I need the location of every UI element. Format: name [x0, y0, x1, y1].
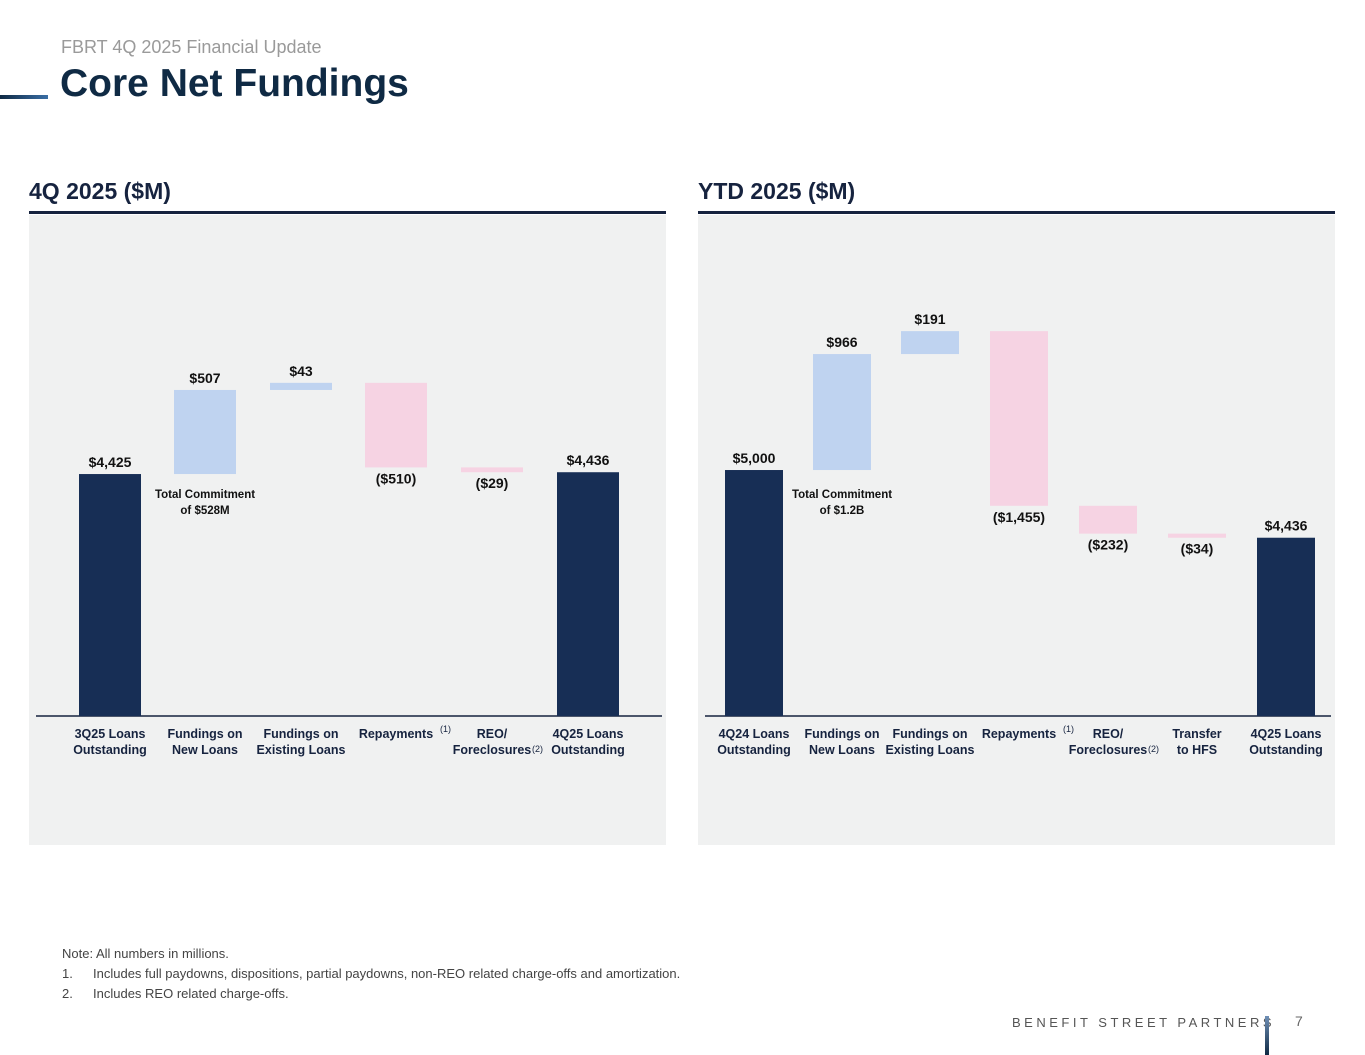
brand-divider — [1265, 1016, 1269, 1055]
category-label: REO/ — [477, 727, 508, 741]
category-label: 4Q25 Loans — [1251, 727, 1322, 741]
commitment-annotation: of $528M — [180, 505, 229, 517]
data-label: ($1,455) — [993, 509, 1045, 525]
footnote-1: 1. Includes full paydowns, dispositions, … — [62, 966, 680, 981]
heading-rule — [698, 211, 1335, 214]
data-label: ($232) — [1088, 537, 1128, 553]
category-label: Existing Loans — [257, 743, 346, 757]
bar-increase — [270, 382, 332, 390]
category-label: Repayments — [982, 727, 1056, 741]
footnote-num: 1. — [62, 966, 73, 981]
category-label: Outstanding — [551, 743, 625, 757]
bar-decrease — [1079, 505, 1137, 534]
category-label: 4Q24 Loans — [719, 727, 790, 741]
heading-rule — [29, 211, 666, 214]
bar-increase — [174, 389, 236, 475]
data-label: $43 — [289, 363, 313, 379]
footnote-2: 2. Includes REO related charge-offs. — [62, 986, 289, 1001]
deck-subtitle: FBRT 4Q 2025 Financial Update — [61, 37, 322, 57]
category-label: Fundings on — [264, 727, 339, 741]
page-title: Core Net Fundings — [60, 62, 409, 105]
category-label: Repayments — [359, 727, 433, 741]
category-label: Fundings on — [893, 727, 968, 741]
footnote-marker: (1) — [440, 724, 451, 734]
category-label: Outstanding — [717, 743, 791, 757]
data-label: $4,425 — [89, 454, 132, 470]
bar-decrease — [990, 331, 1048, 506]
commitment-annotation: of $1.2B — [820, 505, 865, 517]
data-label: $5,000 — [733, 450, 776, 466]
category-label: Existing Loans — [886, 743, 975, 757]
data-label: $966 — [826, 334, 857, 350]
data-label: ($34) — [1181, 541, 1214, 557]
chart-title-4q: 4Q 2025 ($M) — [29, 178, 171, 204]
footnote-marker: (2) — [1148, 744, 1159, 754]
category-label: to HFS — [1177, 743, 1217, 757]
category-label: 3Q25 Loans — [75, 727, 146, 741]
category-label: Fundings on — [168, 727, 243, 741]
footnote-num: 2. — [62, 986, 73, 1001]
title-accent-rule — [0, 95, 48, 99]
footnote-text: Includes REO related charge-offs. — [93, 986, 289, 1001]
category-label: Fundings on — [805, 727, 880, 741]
brand-name: BENEFIT STREET PARTNERS — [1012, 1015, 1276, 1030]
data-label: $191 — [914, 311, 945, 327]
data-label: $4,436 — [567, 452, 610, 468]
note: Note: All numbers in millions. — [62, 946, 229, 961]
category-label: New Loans — [809, 743, 875, 757]
footnote-marker: (2) — [532, 744, 543, 754]
data-label: $507 — [189, 370, 220, 386]
bar-increase — [813, 354, 871, 471]
bar-increase — [901, 331, 959, 355]
commitment-annotation: Total Commitment — [792, 489, 892, 501]
bar-decrease — [1168, 533, 1226, 538]
data-label: ($29) — [476, 475, 509, 491]
bar-decrease — [461, 467, 523, 473]
category-label: Foreclosures — [453, 743, 532, 757]
footnote-marker: (1) — [1063, 724, 1074, 734]
commitment-annotation: Total Commitment — [155, 489, 255, 501]
footnote-text: Includes full paydowns, dispositions, pa… — [93, 966, 681, 981]
category-label: New Loans — [172, 743, 238, 757]
category-label: Outstanding — [1249, 743, 1323, 757]
chart-title-ytd: YTD 2025 ($M) — [698, 178, 856, 204]
bar-total — [725, 470, 783, 716]
bar-decrease — [365, 382, 427, 468]
data-label: ($510) — [376, 470, 416, 486]
bar-total — [557, 472, 619, 716]
category-label: Foreclosures — [1069, 743, 1148, 757]
category-label: REO/ — [1093, 727, 1124, 741]
chart-panel-ytd — [698, 215, 1335, 845]
data-label: $4,436 — [1265, 518, 1308, 534]
category-label: Transfer — [1172, 727, 1221, 741]
bar-total — [1257, 537, 1315, 716]
category-label: 4Q25 Loans — [553, 727, 624, 741]
page-number: 7 — [1295, 1013, 1303, 1029]
bar-total — [79, 474, 141, 716]
category-label: Outstanding — [73, 743, 147, 757]
